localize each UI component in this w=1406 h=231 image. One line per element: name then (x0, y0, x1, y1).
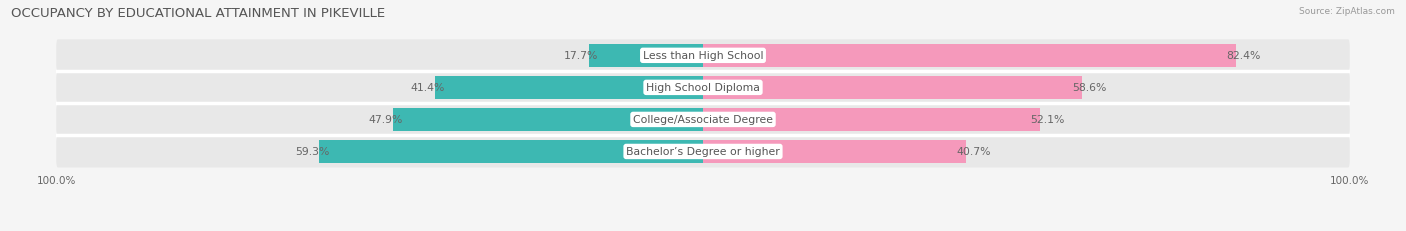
Text: Source: ZipAtlas.com: Source: ZipAtlas.com (1299, 7, 1395, 16)
Text: 82.4%: 82.4% (1226, 51, 1261, 61)
Text: 59.3%: 59.3% (295, 147, 329, 157)
FancyBboxPatch shape (56, 72, 1350, 104)
Bar (394, 108, 703, 131)
Text: OCCUPANCY BY EDUCATIONAL ATTAINMENT IN PIKEVILLE: OCCUPANCY BY EDUCATIONAL ATTAINMENT IN P… (11, 7, 385, 20)
Bar (703, 140, 966, 163)
Bar (436, 76, 703, 100)
Text: Bachelor’s Degree or higher: Bachelor’s Degree or higher (626, 147, 780, 157)
Bar (703, 45, 1236, 68)
Bar (703, 76, 1083, 100)
Text: 41.4%: 41.4% (411, 83, 444, 93)
Text: College/Associate Degree: College/Associate Degree (633, 115, 773, 125)
Bar (589, 45, 703, 68)
Text: Less than High School: Less than High School (643, 51, 763, 61)
Text: High School Diploma: High School Diploma (647, 83, 759, 93)
FancyBboxPatch shape (56, 104, 1350, 136)
Text: 17.7%: 17.7% (564, 51, 598, 61)
FancyBboxPatch shape (56, 40, 1350, 72)
Text: 52.1%: 52.1% (1031, 115, 1064, 125)
Text: 47.9%: 47.9% (368, 115, 404, 125)
Bar (703, 108, 1040, 131)
Text: 58.6%: 58.6% (1073, 83, 1107, 93)
Legend: Owner-occupied, Renter-occupied: Owner-occupied, Renter-occupied (586, 229, 820, 231)
Text: 40.7%: 40.7% (956, 147, 991, 157)
Bar (319, 140, 703, 163)
FancyBboxPatch shape (56, 136, 1350, 168)
